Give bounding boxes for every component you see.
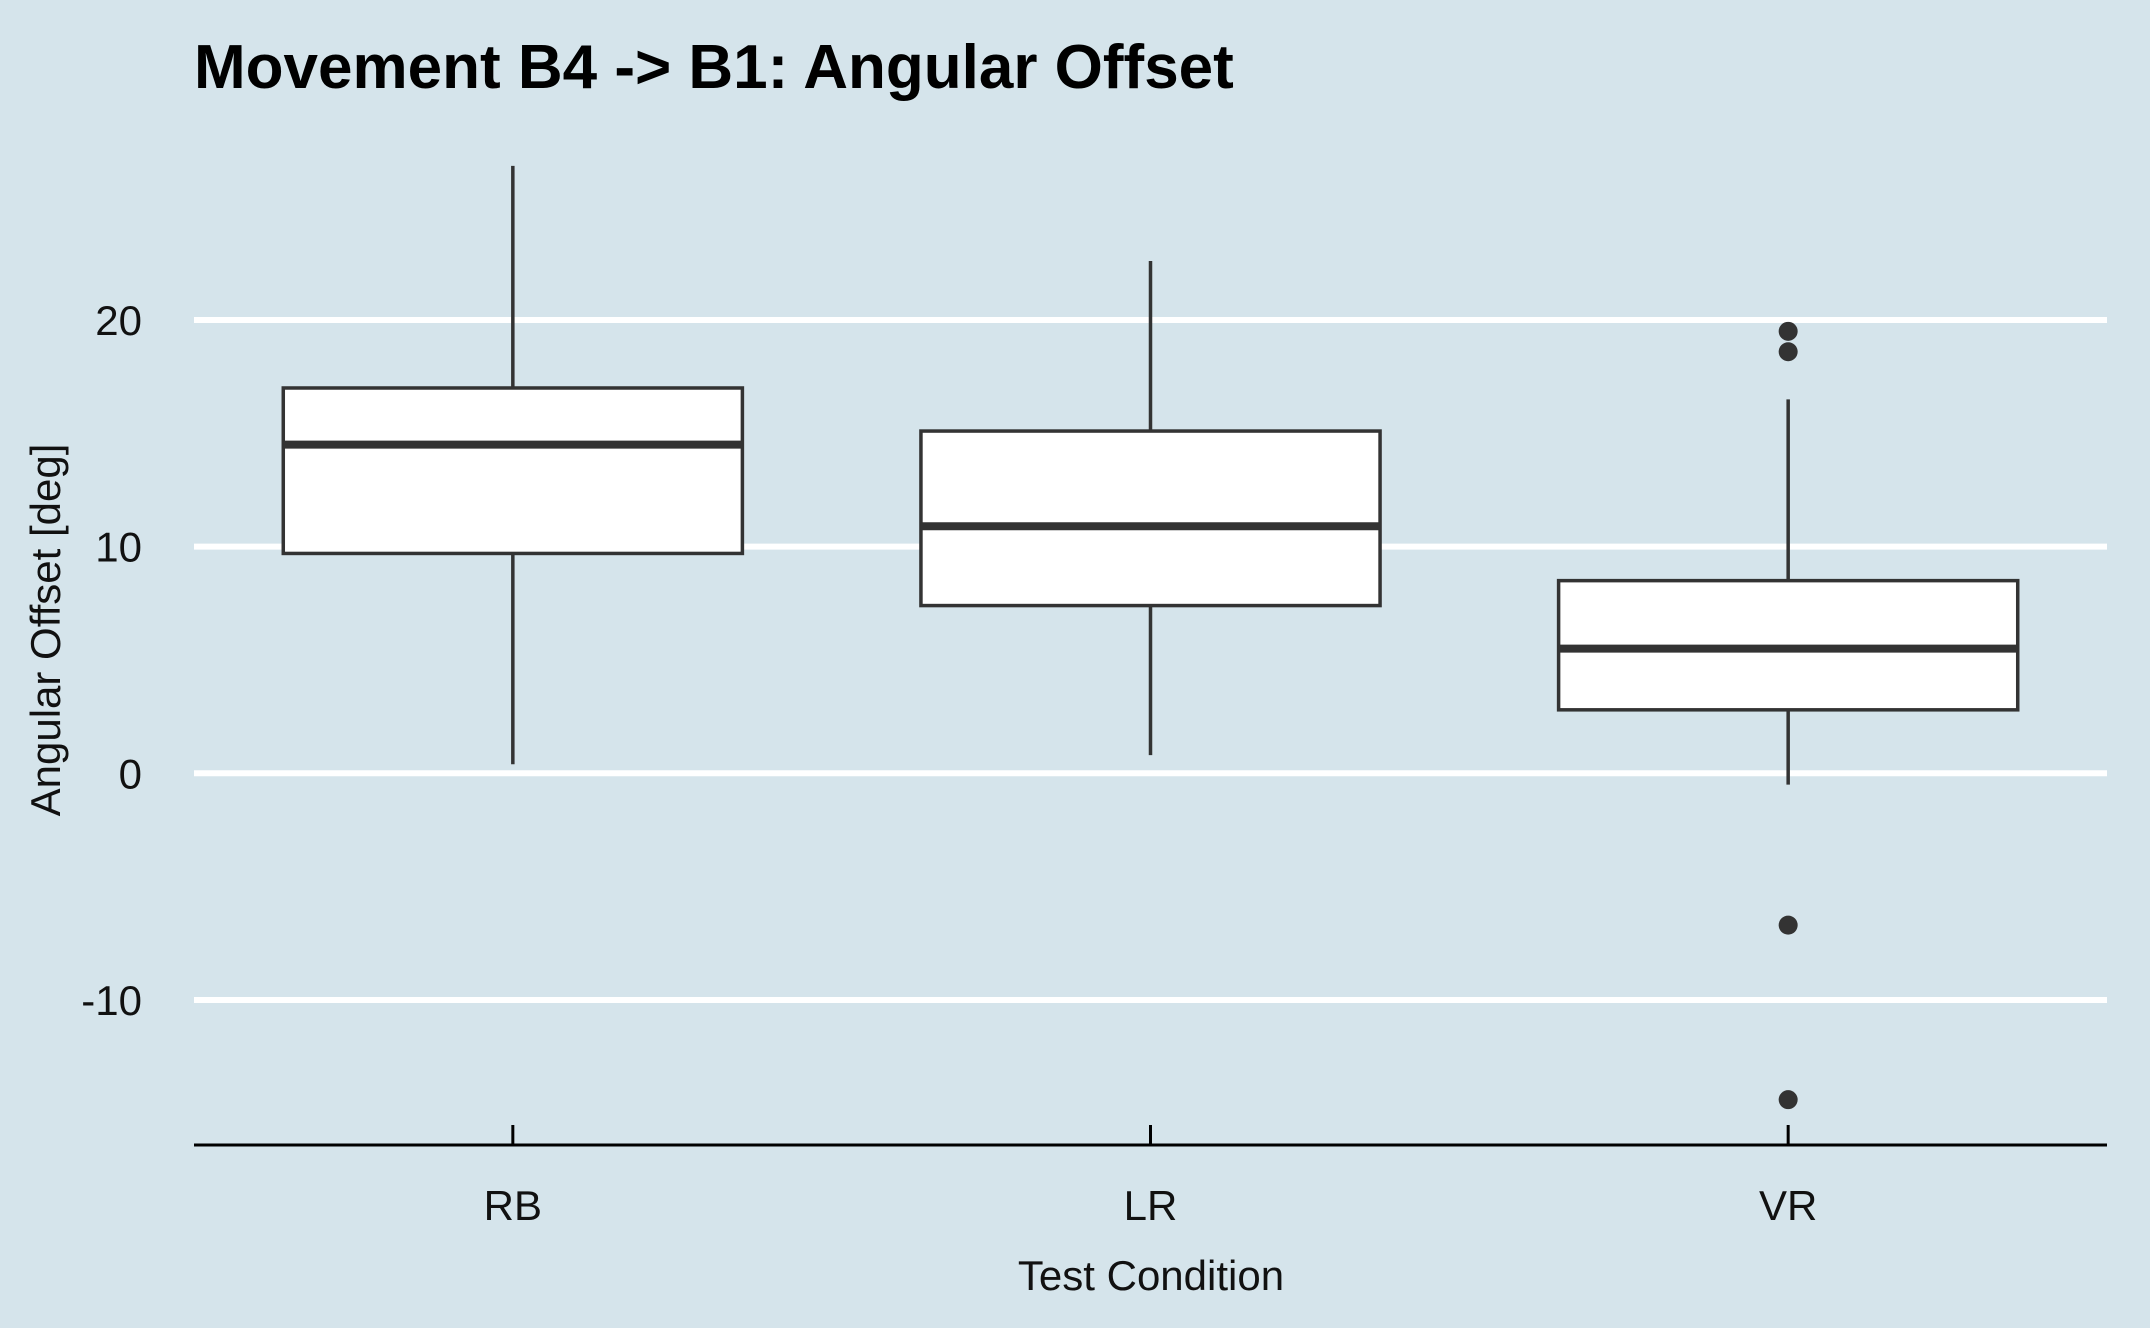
box-vr (1556, 321, 2020, 1110)
y-tick-label: 0 (119, 750, 142, 797)
y-tick-labels: -10 0 10 20 (81, 297, 142, 1024)
box-iqr (281, 386, 745, 556)
x-tick-label: RB (484, 1182, 542, 1229)
x-tick-label: VR (1759, 1182, 1817, 1229)
chart-title: Movement B4 -> B1: Angular Offset (194, 33, 1234, 102)
boxes (281, 165, 2020, 1110)
box-iqr (919, 429, 1382, 608)
x-ticks: RB LR VR (484, 1125, 1817, 1229)
y-tick-label: 10 (95, 524, 142, 571)
x-axis-label: Test Condition (1018, 1252, 1284, 1299)
outlier-point (1778, 342, 1798, 362)
x-tick-label: LR (1124, 1182, 1178, 1229)
y-tick-label: 20 (95, 297, 142, 344)
box-rb (281, 165, 745, 765)
outlier-point (1778, 321, 1798, 341)
y-tick-label: -10 (81, 977, 142, 1024)
outlier-point (1778, 915, 1798, 935)
outlier-point (1778, 1090, 1798, 1110)
y-axis-label: Angular Offset [deg] (22, 444, 69, 817)
box-lr (919, 261, 1382, 756)
